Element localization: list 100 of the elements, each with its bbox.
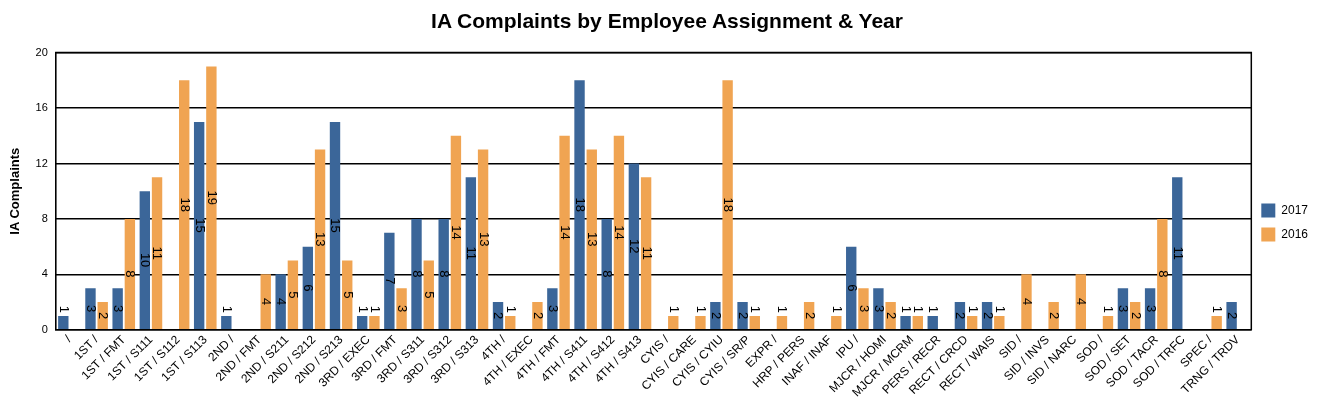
data-label: 8	[437, 270, 453, 278]
bar	[640, 177, 652, 330]
data-label: 5	[286, 291, 302, 299]
data-label: 3	[545, 305, 561, 313]
data-label: 1	[911, 305, 927, 313]
bar	[287, 260, 299, 330]
bar	[574, 80, 585, 330]
data-label: 18	[572, 197, 588, 212]
data-label: 8	[600, 270, 616, 278]
data-label: 4	[274, 298, 290, 306]
bar	[710, 302, 721, 330]
y-tick-label: 12	[35, 156, 48, 169]
y-tick-label: 4	[41, 267, 48, 280]
data-label: 3	[1143, 305, 1159, 313]
data-label: 8	[123, 270, 139, 278]
bar	[438, 218, 449, 330]
bar	[1021, 274, 1032, 330]
data-label: 8	[409, 270, 425, 278]
data-label: 2	[953, 311, 969, 320]
bar	[369, 315, 380, 330]
data-label: 3	[394, 305, 410, 313]
data-label: 13	[476, 232, 492, 247]
data-label: 2	[708, 311, 724, 320]
bar	[1211, 315, 1222, 330]
bar	[302, 246, 314, 330]
bar	[1172, 177, 1183, 330]
bar	[1075, 274, 1087, 330]
data-label: 14	[449, 225, 465, 240]
y-tick-label: 20	[35, 45, 48, 58]
bar	[749, 315, 760, 330]
data-label: 2	[884, 311, 900, 320]
data-label: 3	[111, 305, 127, 313]
data-label: 15	[328, 218, 344, 233]
bar	[1226, 302, 1237, 330]
bar	[206, 66, 217, 330]
bar	[776, 315, 788, 330]
chart-title: IA Complaints by Employee Assignment & Year	[430, 8, 904, 34]
bar	[532, 302, 543, 330]
data-label: 2	[735, 311, 751, 320]
legend-label: 2017	[1281, 202, 1309, 217]
data-label: 4	[1074, 298, 1090, 306]
bar	[846, 246, 857, 330]
bar	[356, 315, 368, 330]
bar	[873, 288, 884, 330]
bar	[668, 315, 679, 330]
bar	[396, 288, 407, 330]
data-label: 4	[1019, 298, 1035, 306]
bar	[900, 315, 911, 330]
bar	[112, 288, 123, 330]
bar	[601, 218, 612, 330]
data-label: 1	[829, 305, 845, 313]
bar	[885, 302, 896, 330]
data-label: 11	[464, 246, 480, 260]
bar	[1048, 302, 1059, 330]
data-label: 18	[177, 197, 193, 212]
data-label: 3	[856, 305, 872, 313]
bar	[831, 315, 842, 330]
y-tick-label: 8	[41, 211, 48, 224]
bar	[505, 315, 516, 330]
data-label: 1	[1101, 305, 1117, 313]
bar	[628, 163, 640, 330]
y-tick-label: 0	[41, 322, 48, 335]
data-label: 2	[530, 311, 546, 320]
bar	[477, 149, 489, 330]
bar	[586, 149, 597, 330]
bar	[912, 315, 923, 330]
data-label: 2	[96, 311, 112, 320]
bar	[139, 191, 151, 330]
bar	[722, 80, 733, 330]
bar	[329, 121, 341, 330]
data-label: 1	[219, 305, 235, 313]
data-label: 1	[965, 305, 981, 313]
y-tick-label: 16	[35, 101, 48, 114]
bar	[1102, 315, 1114, 330]
data-label: 2	[980, 311, 996, 320]
bar	[151, 177, 163, 330]
data-label: 2	[1225, 311, 1241, 320]
data-label: 8	[1155, 270, 1171, 278]
bar	[1157, 218, 1168, 330]
bar	[613, 135, 625, 330]
data-label: 1	[693, 305, 709, 313]
bar	[342, 260, 353, 330]
data-label: 3	[83, 305, 99, 313]
bar	[124, 218, 136, 330]
bar	[858, 288, 869, 330]
bar	[58, 315, 69, 330]
bar	[260, 274, 271, 330]
bar	[179, 80, 190, 330]
data-label: 15	[192, 218, 208, 233]
data-label: 6	[844, 284, 860, 292]
data-label: 1	[775, 305, 791, 313]
bar	[465, 177, 477, 330]
bar	[966, 315, 978, 330]
data-label: 1	[1210, 305, 1226, 313]
data-label: 2	[491, 311, 507, 320]
data-label: 6	[301, 284, 317, 292]
bar	[193, 121, 205, 330]
bar	[423, 260, 434, 330]
data-label: 1	[748, 305, 764, 313]
data-label: 11	[1170, 246, 1186, 260]
